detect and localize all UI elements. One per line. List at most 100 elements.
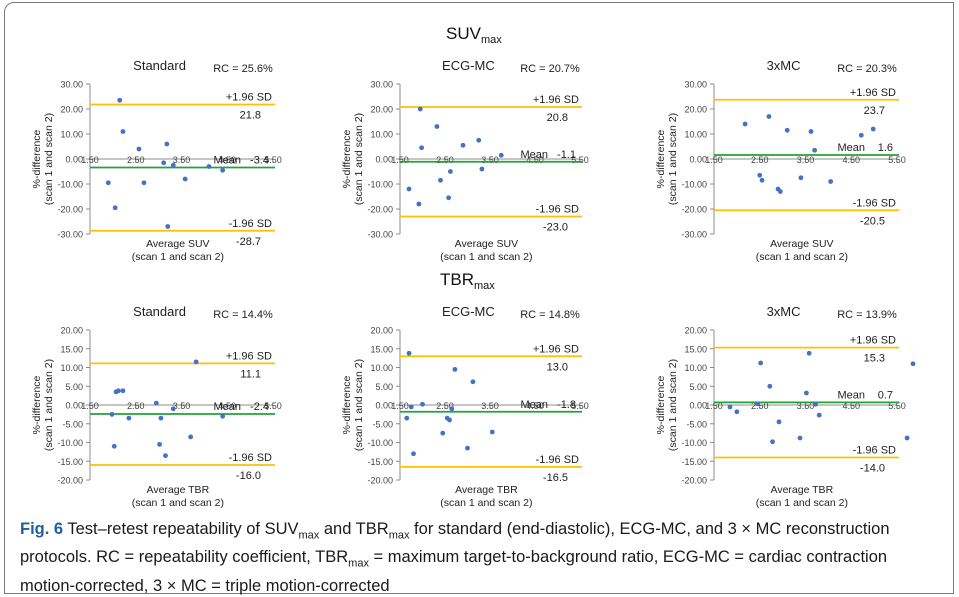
upper-limit-value: 21.8 — [240, 110, 261, 122]
y-axis-label: %-difference — [341, 129, 353, 188]
y-tick-label: 10.00 — [684, 363, 707, 373]
lower-limit-value: -16.0 — [236, 470, 261, 482]
mean-label: Mean — [837, 142, 865, 154]
data-point — [153, 400, 159, 406]
y-tick-label: 20.00 — [60, 105, 83, 115]
data-point — [770, 439, 775, 445]
mean-label: Mean — [213, 401, 241, 413]
data-point — [446, 195, 451, 201]
data-point — [164, 141, 170, 147]
data-point — [126, 415, 132, 421]
mean-label: Mean — [520, 149, 548, 161]
y-axis-label: %-difference — [31, 129, 43, 188]
x-axis-label-sub: (scan 1 and scan 2) — [132, 251, 224, 263]
y-tick-label: -20.00 — [367, 205, 393, 215]
y-axis-label-sub: (scan 1 and scan 2) — [667, 359, 679, 451]
data-point — [449, 406, 455, 412]
y-tick-label: 30.00 — [60, 80, 83, 90]
x-axis-label-sub: (scan 1 and scan 2) — [132, 497, 224, 509]
data-point — [798, 175, 804, 181]
data-point — [411, 451, 416, 457]
y-tick-label: -10.00 — [681, 180, 707, 190]
y-tick-label: 5.00 — [689, 382, 707, 392]
data-point — [182, 176, 188, 182]
x-axis-label: Average SUV — [146, 238, 209, 250]
data-point — [858, 132, 864, 138]
x-tick-label: 2.50 — [751, 155, 769, 165]
y-axis-label-sub: (scan 1 and scan 2) — [667, 113, 679, 205]
y-tick-label: 20.00 — [684, 105, 707, 115]
data-point — [806, 350, 812, 356]
data-point — [758, 360, 764, 366]
y-tick-label: -10.00 — [367, 438, 393, 448]
data-point — [452, 366, 458, 372]
chart-suv-3xmc: 3xMC RC = 20.3% 30.00 20.00 10.00 0.00 -10.00 -… — [655, 58, 906, 263]
rc-label: RC = 14.8% — [520, 309, 580, 321]
data-point — [105, 180, 111, 186]
y-tick-label: -20.00 — [57, 205, 83, 215]
x-tick-label: 5.50 — [888, 401, 906, 411]
data-point — [476, 137, 482, 143]
rc-label: RC = 20.3% — [837, 63, 897, 75]
y-tick-label: 20.00 — [60, 326, 83, 336]
x-tick-label: 4.50 — [842, 155, 860, 165]
data-point — [417, 106, 423, 112]
lower-limit-value: -14.0 — [860, 463, 885, 475]
mean-label: Mean — [520, 399, 548, 411]
x-axis-label-sub: (scan 1 and scan 2) — [440, 251, 532, 263]
data-point — [109, 411, 115, 417]
data-point — [910, 361, 916, 367]
y-tick-label: 10.00 — [60, 363, 83, 373]
upper-limit-value: 20.8 — [547, 112, 568, 124]
upper-limit-label: +1.96 SD — [850, 335, 896, 347]
y-axis-label: %-difference — [31, 375, 43, 434]
y-tick-label: 0.00 — [65, 155, 83, 165]
y-tick-label: -5.00 — [686, 419, 707, 429]
figure-frame — [4, 2, 954, 594]
upper-limit-label: +1.96 SD — [850, 87, 896, 99]
data-point — [170, 406, 176, 412]
y-tick-label: 0.00 — [689, 155, 707, 165]
x-tick-label: 1.50 — [705, 155, 723, 165]
y-tick-label: 0.00 — [375, 155, 393, 165]
upper-limit-label: +1.96 SD — [226, 350, 272, 362]
data-point — [727, 404, 733, 410]
x-tick-label: 4.50 — [526, 401, 544, 411]
data-point — [784, 127, 790, 133]
x-tick-label: 2.50 — [127, 401, 145, 411]
upper-limit-value: 13.0 — [547, 361, 568, 373]
mean-value: -1.8 — [557, 399, 576, 411]
x-axis-label: Average TBR — [455, 484, 518, 496]
data-point — [777, 189, 783, 194]
y-tick-label: 15.00 — [684, 344, 707, 354]
data-point — [419, 145, 424, 151]
x-tick-label: 2.50 — [751, 401, 769, 411]
x-tick-label: 1.50 — [391, 401, 409, 411]
data-point — [438, 177, 443, 183]
x-axis-label-sub: (scan 1 and scan 2) — [440, 497, 532, 509]
y-tick-label: -30.00 — [681, 230, 707, 240]
x-axis-label: Average SUV — [455, 238, 518, 250]
data-point — [470, 379, 476, 385]
data-point — [141, 180, 147, 186]
data-point — [460, 142, 466, 148]
rc-label: RC = 13.9% — [837, 309, 897, 321]
mean-value: -2.4 — [250, 401, 269, 413]
y-tick-label: 30.00 — [370, 80, 393, 90]
chart-title: Standard — [133, 58, 186, 73]
lower-limit-label: -1.96 SD — [229, 218, 272, 230]
y-tick-label: 15.00 — [370, 344, 393, 354]
data-point — [759, 177, 765, 183]
y-tick-label: 10.00 — [60, 130, 83, 140]
y-tick-label: -15.00 — [681, 457, 707, 467]
data-point — [158, 415, 164, 421]
rc-label: RC = 14.4% — [213, 309, 273, 321]
caption-text: Test–retest repeatability of SUVmax and … — [20, 520, 890, 595]
x-axis-label: Average TBR — [771, 484, 834, 496]
y-tick-label: 30.00 — [684, 80, 707, 90]
data-point — [440, 430, 446, 436]
x-tick-label: 4.50 — [218, 155, 236, 165]
upper-limit-value: 15.3 — [864, 353, 885, 365]
data-point — [117, 97, 123, 103]
data-point — [734, 409, 740, 415]
